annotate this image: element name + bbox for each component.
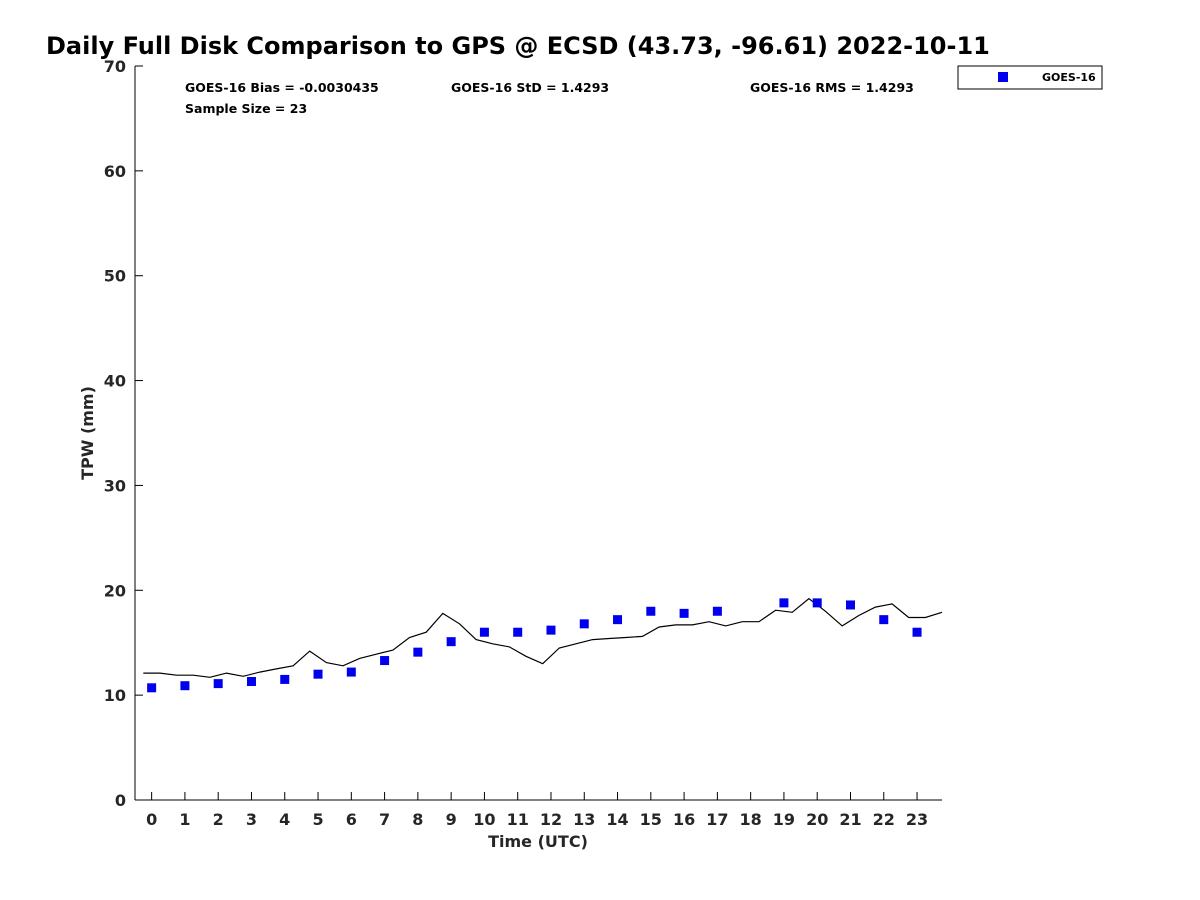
- goes16-data-point: [446, 637, 456, 647]
- x-tick-label: 10: [473, 810, 495, 829]
- goes16-data-point: [213, 679, 223, 689]
- y-tick-label: 50: [104, 267, 126, 286]
- goes16-data-point: [513, 627, 523, 637]
- x-tick-label: 7: [379, 810, 390, 829]
- goes16-data-point: [679, 608, 689, 618]
- goes16-data-point: [712, 606, 722, 616]
- std-annotation: GOES-16 StD = 1.4293: [451, 80, 609, 95]
- goes16-data-point: [546, 625, 556, 635]
- y-axis-ticks: 0 10 20 30 40 50 60 70: [104, 57, 143, 810]
- goes16-data-point: [912, 627, 922, 637]
- goes16-data-point: [579, 619, 589, 629]
- goes16-data-point: [280, 674, 290, 684]
- goes16-data-point: [479, 627, 489, 637]
- goes16-marker-series: [147, 598, 922, 693]
- rms-annotation: GOES-16 RMS = 1.4293: [750, 80, 914, 95]
- goes16-data-point: [313, 669, 323, 679]
- x-tick-label: 23: [906, 810, 928, 829]
- stats-annotations: GOES-16 Bias = -0.0030435 GOES-16 StD = …: [185, 80, 914, 116]
- goes16-data-point: [845, 600, 855, 610]
- y-axis-label: TPW (mm): [78, 386, 97, 480]
- y-tick-label: 40: [104, 372, 126, 391]
- legend-box: [957, 65, 1103, 90]
- x-tick-label: 8: [412, 810, 423, 829]
- legend-marker-swatch: [998, 72, 1008, 82]
- x-tick-label: 13: [573, 810, 595, 829]
- x-tick-label: 20: [806, 810, 828, 829]
- goes16-data-point: [646, 606, 656, 616]
- x-tick-label: 12: [540, 810, 562, 829]
- goes16-data-point: [879, 615, 889, 625]
- goes16-data-point: [346, 667, 356, 677]
- x-tick-label: 3: [246, 810, 257, 829]
- legend-entry-goes16: GOES-16: [1042, 71, 1096, 84]
- plot-axes: [134, 66, 942, 801]
- y-tick-label: 60: [104, 162, 126, 181]
- y-tick-label: 10: [104, 686, 126, 705]
- goes16-data-point: [380, 656, 390, 666]
- x-tick-label: 11: [507, 810, 529, 829]
- goes16-data-point: [613, 615, 623, 625]
- goes16-data-point: [246, 677, 256, 687]
- x-axis-label: Time (UTC): [488, 832, 588, 851]
- legend: GOES-16: [957, 65, 1103, 90]
- chart-title: Daily Full Disk Comparison to GPS @ ECSD…: [46, 32, 990, 60]
- bias-annotation: GOES-16 Bias = -0.0030435: [185, 80, 379, 95]
- x-tick-label: 14: [606, 810, 628, 829]
- gps-tpw-line: [143, 597, 943, 678]
- x-tick-label: 18: [740, 810, 762, 829]
- goes16-data-point: [779, 598, 789, 608]
- y-tick-label: 0: [115, 791, 126, 810]
- x-tick-label: 5: [312, 810, 323, 829]
- x-tick-label: 2: [213, 810, 224, 829]
- x-tick-label: 22: [873, 810, 895, 829]
- y-tick-label: 70: [104, 57, 126, 76]
- x-tick-label: 6: [346, 810, 357, 829]
- gps-line-series: [143, 597, 943, 678]
- goes16-data-point: [812, 598, 822, 608]
- x-tick-label: 4: [279, 810, 290, 829]
- x-tick-label: 1: [179, 810, 190, 829]
- x-tick-label: 21: [839, 810, 861, 829]
- x-tick-label: 19: [773, 810, 795, 829]
- goes16-data-point: [147, 683, 157, 693]
- x-tick-label: 16: [673, 810, 695, 829]
- y-tick-label: 20: [104, 581, 126, 600]
- y-tick-label: 30: [104, 476, 126, 495]
- goes16-data-point: [413, 647, 423, 657]
- x-tick-label: 17: [706, 810, 728, 829]
- x-axis-ticks: 0 1 2 3 4 5 6 7 8 9 10 11 12 13 14 15 16 17 18 19 20 21 22 23: [146, 792, 928, 829]
- x-tick-label: 15: [640, 810, 662, 829]
- x-tick-label: 9: [446, 810, 457, 829]
- x-tick-label: 0: [146, 810, 157, 829]
- goes16-data-point: [180, 681, 190, 691]
- sample-size-annotation: Sample Size = 23: [185, 101, 307, 116]
